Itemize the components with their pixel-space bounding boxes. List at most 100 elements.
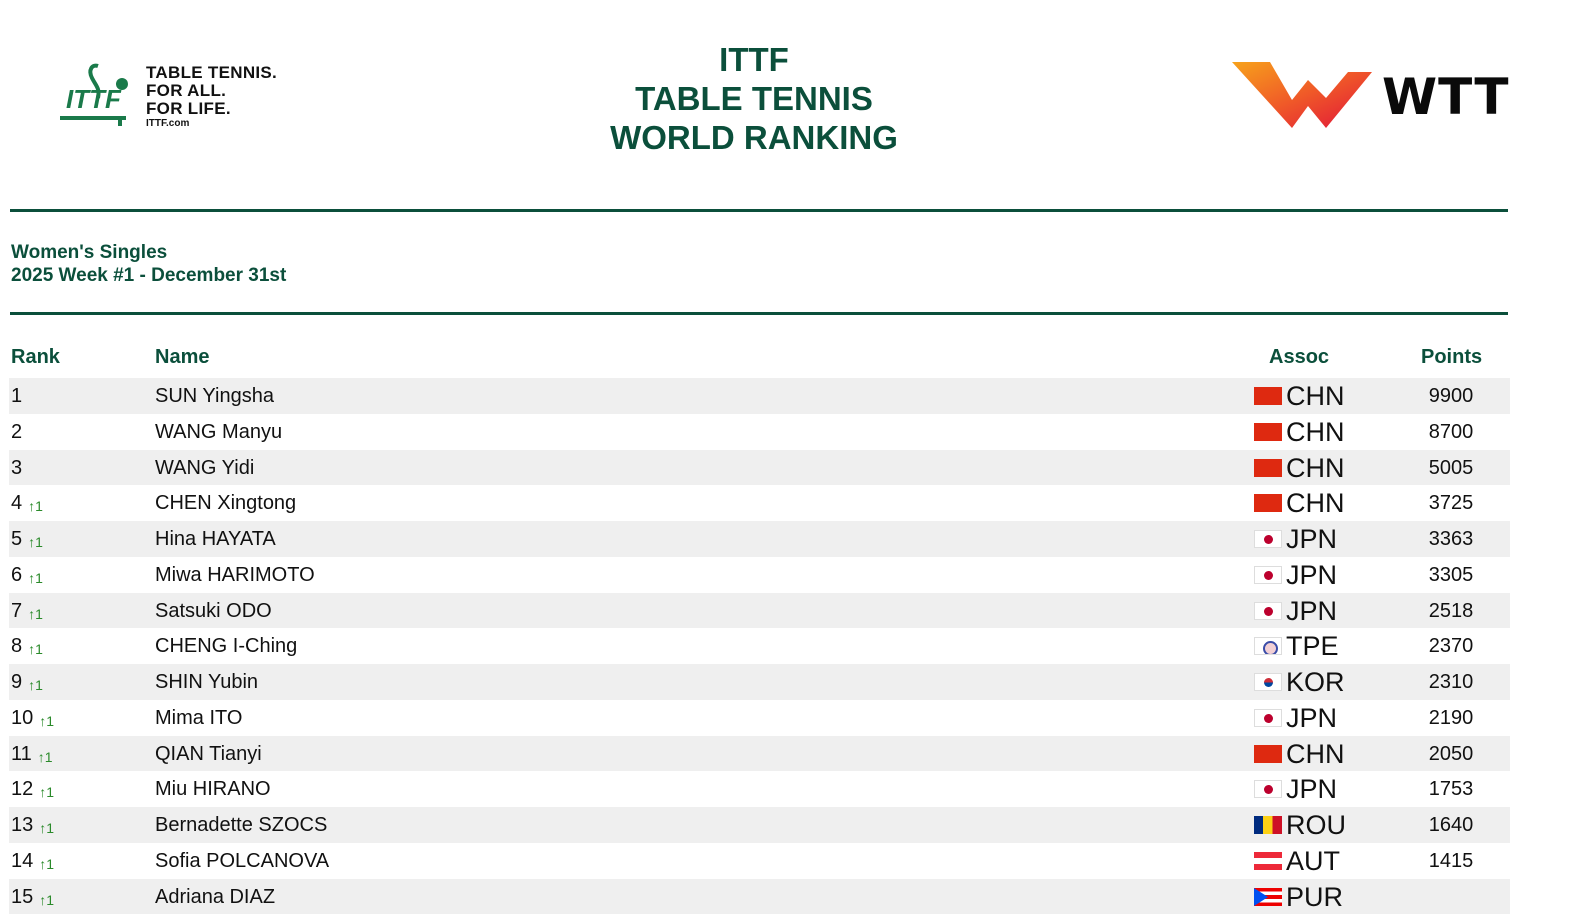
assoc-code: ROU — [1286, 810, 1346, 840]
player-name[interactable]: QIAN Tianyi — [155, 742, 262, 765]
chn-flag-icon — [1254, 422, 1282, 441]
rank-cell: 8 ↑1 — [11, 635, 43, 658]
player-name[interactable]: Miu HIRANO — [155, 778, 271, 801]
assoc-code: JPN — [1286, 559, 1338, 590]
rank-value: 10 — [11, 706, 34, 729]
title-line: TABLE TENNIS — [635, 80, 873, 117]
page-title: ITTF TABLE TENNIS WORLD RANKING — [554, 40, 954, 157]
player-name[interactable]: Satsuki ODO — [155, 599, 272, 622]
points-value: 1753 — [1428, 778, 1474, 801]
column-header-name[interactable]: Name — [155, 346, 210, 368]
table-row[interactable]: 5 ↑1 Hina HAYATA JPN 3363 — [9, 521, 1510, 557]
wtt-emblem-icon — [1232, 62, 1372, 128]
column-header-rank[interactable]: Rank — [11, 346, 60, 368]
ranking-week: 2025 Week #1 - December 31st — [11, 265, 287, 286]
ranking-table: Rank Name Assoc Points 1 SUN Yingsha CHN 99… — [9, 340, 1510, 915]
rank-cell: 7 ↑1 — [11, 600, 43, 623]
player-name[interactable]: Miwa HARIMOTO — [155, 563, 315, 586]
table-row[interactable]: 6 ↑1 Miwa HARIMOTO JPN 3305 — [9, 557, 1510, 593]
table-row[interactable]: 12 ↑1 Miu HIRANO JPN 1753 — [9, 771, 1510, 807]
table-body: 1 SUN Yingsha CHN 9900 2 WANG Manyu CHN 8700 3 WA… — [9, 378, 1510, 915]
wtt-wordmark: WTT — [1382, 68, 1510, 126]
rank-value: 3 — [11, 456, 23, 479]
event-name: Women's Singles — [11, 242, 168, 263]
table-row[interactable]: 10 ↑1 Mima ITO JPN 2190 — [9, 700, 1510, 736]
tagline-line: TABLE TENNIS. — [146, 63, 278, 82]
points-value: 2518 — [1428, 599, 1474, 622]
points-value: 8700 — [1428, 420, 1474, 443]
svg-text:ITTF: ITTF — [66, 84, 122, 114]
rank-value: 9 — [11, 671, 23, 693]
points-value: 2050 — [1428, 742, 1474, 765]
rank-change: ↑1 — [28, 534, 43, 550]
column-header-points[interactable]: Points — [1421, 346, 1483, 368]
rank-cell: 13 ↑1 — [11, 814, 54, 837]
player-name[interactable]: Bernadette SZOCS — [155, 814, 328, 836]
rank-change: ↑1 — [39, 712, 55, 729]
assoc-code: CHN — [1286, 381, 1345, 411]
table-row[interactable]: 15 ↑1 Adriana DIAZ PUR — [9, 878, 1510, 915]
subtitle-divider — [10, 312, 1508, 315]
rank-change: ↑1 — [39, 820, 55, 836]
title-line: WORLD RANKING — [610, 119, 898, 156]
player-name[interactable]: CHENG I-Ching — [155, 635, 298, 658]
ittf-logo[interactable]: ITTF TABLE TENNIS. FOR ALL. FOR LIFE. IT… — [58, 58, 318, 133]
ittf-tagline: TABLE TENNIS. FOR ALL. FOR LIFE. ITTF.co… — [146, 64, 316, 130]
rank-value: 7 — [11, 599, 23, 622]
chn-flag-icon — [1254, 744, 1282, 763]
table-row[interactable]: 4 ↑1 CHEN Xingtong CHN 3725 — [9, 485, 1510, 521]
chn-flag-icon — [1254, 494, 1282, 513]
jpn-flag-icon — [1254, 530, 1282, 548]
player-name[interactable]: WANG Yidi — [155, 456, 255, 479]
points-value: 2190 — [1428, 706, 1474, 729]
player-name[interactable]: Hina HAYATA — [155, 528, 276, 550]
table-row[interactable]: 2 WANG Manyu CHN 8700 — [9, 414, 1510, 450]
rank-cell: 3 — [11, 457, 28, 480]
table-row[interactable]: 7 ↑1 Satsuki ODO JPN 2518 — [9, 592, 1510, 629]
points-value: 3725 — [1428, 492, 1474, 515]
assoc-code: CHN — [1286, 416, 1345, 447]
rank-value: 5 — [11, 528, 23, 550]
rank-change: ↑1 — [39, 784, 55, 801]
rank-change: ↑1 — [28, 605, 43, 622]
table-row[interactable]: 8 ↑1 CHENG I-Ching TPE 2370 — [9, 628, 1510, 664]
rank-cell: 11 ↑1 — [11, 743, 53, 766]
assoc-code: JPN — [1286, 524, 1338, 554]
table-row[interactable]: 13 ↑1 Bernadette SZOCS ROU 1640 — [9, 807, 1510, 843]
table-row[interactable]: 9 ↑1 SHIN Yubin KOR 2310 — [9, 664, 1510, 700]
rank-cell: 5 ↑1 — [11, 528, 43, 551]
wtt-logo[interactable]: WTT — [1230, 58, 1520, 133]
kor-flag-icon — [1254, 673, 1282, 691]
assoc-code: AUT — [1286, 845, 1340, 876]
jpn-flag-icon — [1254, 708, 1282, 727]
player-name[interactable]: SUN Yingsha — [155, 385, 274, 407]
rank-change: ↑1 — [37, 748, 53, 765]
rank-value: 8 — [11, 635, 23, 658]
chn-flag-icon — [1254, 458, 1282, 477]
table-row[interactable]: 11 ↑1 QIAN Tianyi CHN 2050 — [9, 735, 1510, 772]
player-name[interactable]: Sofia POLCANOVA — [155, 849, 330, 872]
assoc-code: JPN — [1286, 702, 1338, 733]
player-name[interactable]: SHIN Yubin — [155, 671, 259, 693]
rank-value: 2 — [11, 420, 23, 443]
player-name[interactable]: Mima ITO — [155, 706, 243, 729]
rank-cell: 6 ↑1 — [11, 564, 43, 587]
points-value: 9900 — [1428, 385, 1474, 407]
player-name[interactable]: CHEN Xingtong — [155, 492, 297, 515]
tagline-line: FOR ALL. — [146, 81, 227, 100]
rank-value: 6 — [11, 563, 23, 586]
player-name[interactable]: WANG Manyu — [155, 420, 283, 443]
points-value: 2370 — [1428, 635, 1474, 658]
jpn-flag-icon — [1254, 565, 1282, 584]
rank-change: ↑1 — [39, 891, 55, 908]
rou-flag-icon — [1254, 816, 1282, 834]
table-row[interactable]: 1 SUN Yingsha CHN 9900 — [9, 378, 1510, 414]
rank-value: 13 — [11, 814, 34, 836]
table-row[interactable]: 3 WANG Yidi CHN 5005 — [9, 449, 1510, 486]
player-name[interactable]: Adriana DIAZ — [155, 885, 276, 908]
column-header-assoc[interactable]: Assoc — [1269, 346, 1330, 368]
page-header: ITTF TABLE TENNIS. FOR ALL. FOR LIFE. IT… — [0, 0, 1569, 210]
table-row[interactable]: 14 ↑1 Sofia POLCANOVA AUT 1415 — [9, 843, 1510, 879]
points-value: 1415 — [1428, 849, 1474, 872]
assoc-code: CHN — [1286, 738, 1345, 769]
